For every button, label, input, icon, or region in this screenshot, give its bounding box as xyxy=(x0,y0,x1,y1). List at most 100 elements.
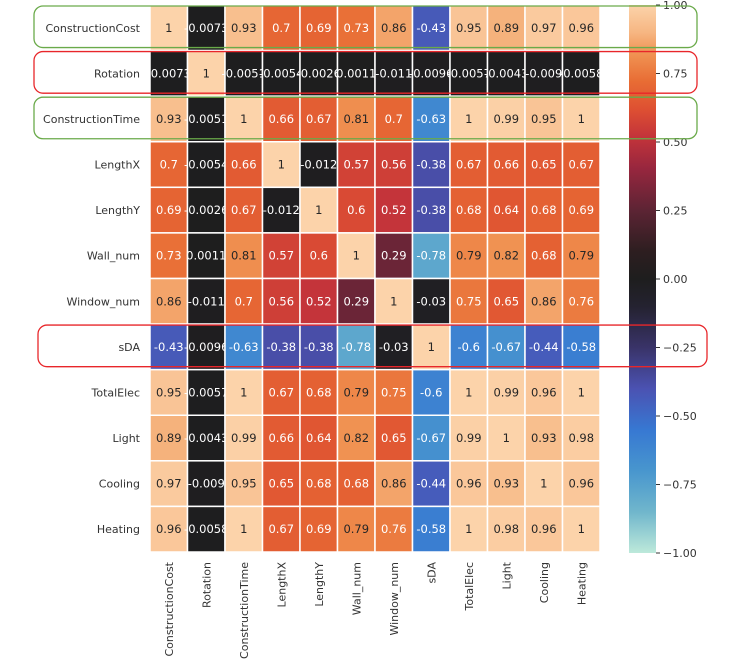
cell-Cooling-Window_num xyxy=(374,460,414,508)
x-label-sDA: sDA xyxy=(425,562,438,584)
cell-value-label: 0.93 xyxy=(493,477,519,491)
cell-value-label: 1 xyxy=(240,522,247,536)
cell-Window_num-Heating xyxy=(561,277,601,325)
cell-value-label: 0.67 xyxy=(231,203,257,217)
highlight-Rotation xyxy=(33,50,698,94)
x-label-Wall_num: Wall_num xyxy=(350,562,363,615)
cell-value-label: 1 xyxy=(315,203,322,217)
cell-value-label: 0.96 xyxy=(531,385,557,399)
cell-value-label: 0.93 xyxy=(231,21,257,35)
cell-Wall_num-ConstructionTime xyxy=(224,232,264,280)
cell-value-label: -0.009 xyxy=(188,477,225,491)
cell-ConstructionCost-Wall_num xyxy=(336,4,376,52)
cell-value-label: -0.58 xyxy=(566,340,596,354)
cell-value-label: 1 xyxy=(578,112,585,126)
y-label-Light: Light xyxy=(113,432,141,445)
cell-value-label: 0.98 xyxy=(568,431,594,445)
cell-value-label: -0.0026 xyxy=(184,203,228,217)
cell-Wall_num-Cooling xyxy=(524,232,564,280)
x-label-Window_num: Window_num xyxy=(388,562,401,636)
cell-value-label: 0.89 xyxy=(156,431,182,445)
cell-value-label: -0.67 xyxy=(491,340,521,354)
y-label-LengthX: LengthX xyxy=(95,159,141,172)
y-label-Rotation: Rotation xyxy=(94,67,140,80)
cell-ConstructionCost-Heating xyxy=(561,4,601,52)
cell-value-label: -0.44 xyxy=(529,340,559,354)
cell-Cooling-ConstructionCost xyxy=(149,460,189,508)
x-label-Heating: Heating xyxy=(575,562,588,605)
colorbar-tick-label: −1.00 xyxy=(663,547,697,560)
cell-Light-LengthX xyxy=(261,414,301,462)
cell-value-label: 0.7 xyxy=(235,294,253,308)
highlight-ConstructionCost xyxy=(33,5,698,49)
cell-value-label: 0.64 xyxy=(306,431,332,445)
cell-value-label: 0.29 xyxy=(343,294,369,308)
y-label-TotalElec: TotalElec xyxy=(90,386,140,399)
cell-value-label: 1 xyxy=(465,522,472,536)
cell-value-label: 0.57 xyxy=(268,249,294,263)
colorbar-tick-label: −0.75 xyxy=(663,479,697,492)
cell-value-label: 0.93 xyxy=(531,431,557,445)
cell-value-label: -0.0058 xyxy=(559,66,603,80)
cell-LengthX-Wall_num xyxy=(336,141,376,189)
cell-value-label: 0.96 xyxy=(156,522,182,536)
cell-value-label: 0.67 xyxy=(456,158,482,172)
cell-ConstructionTime-Heating xyxy=(561,95,601,143)
cell-value-label: -0.63 xyxy=(416,112,446,126)
cell-value-label: 1 xyxy=(540,477,547,491)
cell-TotalElec-ConstructionTime xyxy=(224,368,264,416)
colorbar-tick-label: −0.25 xyxy=(663,342,697,355)
cell-value-label: -0.43 xyxy=(154,340,184,354)
cell-Window_num-TotalElec xyxy=(449,277,489,325)
cell-value-label: 0.0011 xyxy=(336,66,376,80)
cell-value-label: -0.0054 xyxy=(259,66,303,80)
cell-value-label: -0.63 xyxy=(229,340,259,354)
cell-value-label: 0.95 xyxy=(456,21,482,35)
y-label-ConstructionTime: ConstructionTime xyxy=(43,113,140,126)
cell-value-label: 0.86 xyxy=(156,294,182,308)
cell-sDA-Cooling xyxy=(524,323,564,371)
cell-value-label: 0.99 xyxy=(456,431,482,445)
cell-value-label: 0.65 xyxy=(531,158,557,172)
cell-value-label: 0.64 xyxy=(493,203,519,217)
cell-value-label: -0.0073 xyxy=(147,66,191,80)
cell-Rotation-Light xyxy=(486,49,526,97)
cell-Cooling-Cooling xyxy=(524,460,564,508)
cell-value-label: 0.98 xyxy=(493,522,519,536)
cell-value-label: 1 xyxy=(428,340,435,354)
cell-LengthX-Window_num xyxy=(374,141,414,189)
cell-value-label: -0.38 xyxy=(266,340,296,354)
colorbar-tick-label: 0.25 xyxy=(663,205,688,218)
y-label-sDA: sDA xyxy=(118,341,140,354)
cell-value-label: -0.0054 xyxy=(184,158,228,172)
colorbar-ticks: 1.000.750.500.250.00−0.25−0.50−0.75−1.00 xyxy=(656,0,697,560)
cell-Cooling-Heating xyxy=(561,460,601,508)
cell-LengthX-ConstructionCost xyxy=(149,141,189,189)
cell-value-label: 1 xyxy=(465,112,472,126)
cell-value-label: 0.68 xyxy=(306,385,332,399)
highlight-ConstructionTime xyxy=(33,96,698,140)
cell-value-label: -0.78 xyxy=(416,249,446,263)
cell-sDA-TotalElec xyxy=(449,323,489,371)
cell-value-label: 1 xyxy=(353,249,360,263)
cell-value-label: 0.81 xyxy=(231,249,257,263)
cell-value-label: 0.68 xyxy=(531,249,557,263)
cell-value-label: 1 xyxy=(203,66,210,80)
cell-Cooling-Wall_num xyxy=(336,460,376,508)
cell-value-label: 0.69 xyxy=(306,21,332,35)
cell-Window_num-ConstructionTime xyxy=(224,277,264,325)
cell-Rotation-Window_num xyxy=(374,49,414,97)
colorbar-tick-label: 0.50 xyxy=(663,136,688,149)
cell-value-label: 1 xyxy=(240,112,247,126)
cell-value-label: 0.6 xyxy=(347,203,365,217)
cell-value-label: 1 xyxy=(278,158,285,172)
y-label-Heating: Heating xyxy=(97,523,140,536)
cell-LengthY-LengthX xyxy=(261,186,301,234)
cell-Heating-Heating xyxy=(561,505,601,553)
cell-value-label: 0.56 xyxy=(381,158,407,172)
cell-Heating-TotalElec xyxy=(449,505,489,553)
cell-value-label: 0.68 xyxy=(343,477,369,491)
cell-value-label: -0.0096 xyxy=(184,340,228,354)
cell-value-label: 0.76 xyxy=(381,522,407,536)
cell-value-label: 0.66 xyxy=(493,158,519,172)
